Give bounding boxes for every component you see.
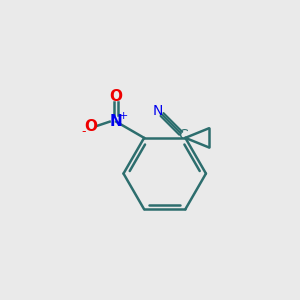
Text: O: O [85,118,98,134]
Text: -: - [82,125,86,138]
Text: C: C [178,128,188,142]
Text: N: N [110,114,122,129]
Text: N: N [153,104,164,118]
Text: +: + [119,111,128,121]
Text: O: O [110,89,123,104]
